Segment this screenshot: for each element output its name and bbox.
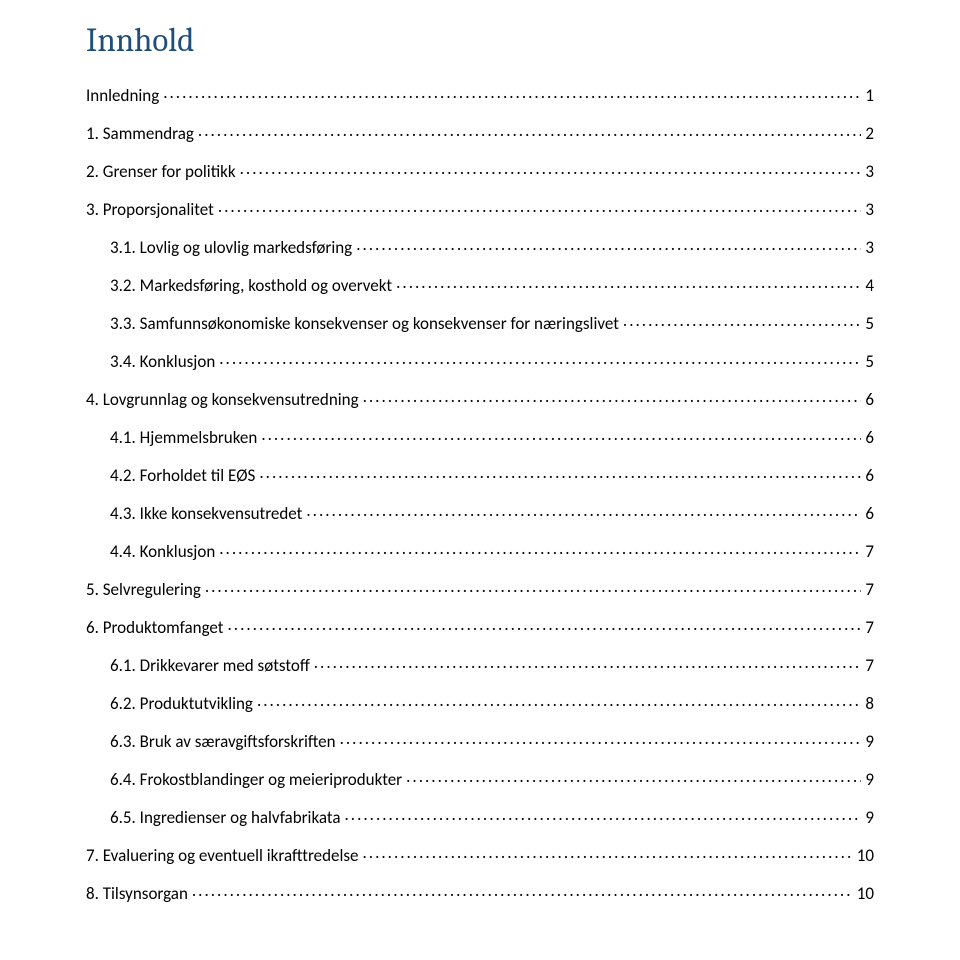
toc-entry-label: 6.1. Drikkevarer med søtstoff (110, 657, 314, 674)
toc-entry-label: 3.3. Samfunnsøkonomiske konsekvenser og … (110, 315, 623, 332)
toc-leader-dots (240, 160, 862, 177)
toc-leader-dots (218, 198, 862, 215)
toc-entry-label: 4.4. Konklusjon (110, 543, 219, 560)
toc-entry-label: 7. Evaluering og eventuell ikrafttredels… (86, 847, 363, 864)
toc-entry-page: 7 (861, 543, 874, 560)
toc-entry: 3.1. Lovlig og ulovlig markedsføring 3 (86, 236, 874, 256)
toc-entry-label: 6. Produktomfanget (86, 619, 228, 636)
toc-entry-label: 3. Proporsjonalitet (86, 201, 218, 218)
toc-entry: 3. Proporsjonalitet 3 (86, 198, 874, 218)
toc-entry-page: 4 (861, 277, 874, 294)
toc-entry-label: 3.2. Markedsføring, kosthold og overvekt (110, 277, 396, 294)
toc-leader-dots (306, 502, 861, 519)
toc-entry-label: 6.4. Frokostblandinger og meieriprodukte… (110, 771, 406, 788)
toc-entry-label: 6.3. Bruk av særavgiftsforskriften (110, 733, 340, 750)
toc-entry-label: 6.5. Ingredienser og halvfabrikata (110, 809, 345, 826)
table-of-contents: Innledning 1 1. Sammendrag 2 2. Grenser for … (86, 84, 874, 902)
toc-entry-page: 7 (861, 657, 874, 674)
toc-title: Innhold (86, 22, 874, 60)
toc-entry-page: 7 (861, 619, 874, 636)
toc-entry: 4.1. Hjemmelsbruken 6 (86, 426, 874, 446)
toc-leader-dots (205, 578, 862, 595)
toc-entry-label: 6.2. Produktutvikling (110, 695, 257, 712)
toc-entry: 4.3. Ikke konsekvensutredet 6 (86, 502, 874, 522)
toc-leader-dots (257, 692, 861, 709)
toc-entry: 7. Evaluering og eventuell ikrafttredels… (86, 844, 874, 864)
toc-leader-dots (356, 236, 861, 253)
toc-entry: 6.5. Ingredienser og halvfabrikata 9 (86, 806, 874, 826)
toc-entry-label: 5. Selvregulering (86, 581, 205, 598)
toc-entry-page: 5 (861, 353, 874, 370)
toc-entry-page: 10 (853, 847, 874, 864)
toc-entry: 1. Sammendrag 2 (86, 122, 874, 142)
toc-entry-label: 4.3. Ikke konsekvensutredet (110, 505, 306, 522)
toc-entry-page: 3 (861, 163, 874, 180)
toc-entry-label: Innledning (86, 87, 163, 104)
toc-entry-page: 8 (861, 695, 874, 712)
toc-leader-dots (363, 388, 862, 405)
toc-leader-dots (219, 540, 861, 557)
toc-entry: 6. Produktomfanget 7 (86, 616, 874, 636)
toc-entry: 5. Selvregulering 7 (86, 578, 874, 598)
toc-entry: 3.3. Samfunnsøkonomiske konsekvenser og … (86, 312, 874, 332)
toc-leader-dots (259, 464, 861, 481)
toc-entry: 6.2. Produktutvikling 8 (86, 692, 874, 712)
toc-entry-page: 1 (861, 87, 874, 104)
toc-leader-dots (406, 768, 861, 785)
toc-entry-label: 4.1. Hjemmelsbruken (110, 429, 261, 446)
toc-entry: 6.4. Frokostblandinger og meieriprodukte… (86, 768, 874, 788)
toc-entry-page: 3 (861, 239, 874, 256)
toc-entry-page: 6 (861, 505, 874, 522)
toc-entry-label: 4. Lovgrunnlag og konsekvensutredning (86, 391, 363, 408)
toc-entry: 6.3. Bruk av særavgiftsforskriften 9 (86, 730, 874, 750)
toc-entry-page: 7 (861, 581, 874, 598)
toc-entry-page: 6 (861, 391, 874, 408)
toc-entry-page: 9 (861, 771, 874, 788)
toc-entry-label: 3.1. Lovlig og ulovlig markedsføring (110, 239, 356, 256)
toc-entry-page: 9 (861, 809, 874, 826)
toc-entry-page: 6 (861, 467, 874, 484)
toc-entry-page: 6 (861, 429, 874, 446)
toc-entry-label: 2. Grenser for politikk (86, 163, 240, 180)
toc-leader-dots (198, 122, 861, 139)
toc-entry-page: 3 (861, 201, 874, 218)
toc-entry: 6.1. Drikkevarer med søtstoff 7 (86, 654, 874, 674)
toc-entry-page: 9 (861, 733, 874, 750)
toc-entry-label: 8. Tilsynsorgan (86, 885, 192, 902)
toc-entry: 3.2. Markedsføring, kosthold og overvekt… (86, 274, 874, 294)
toc-leader-dots (345, 806, 862, 823)
toc-entry-page: 10 (853, 885, 874, 902)
toc-leader-dots (314, 654, 862, 671)
toc-entry-label: 4.2. Forholdet til EØS (110, 467, 259, 484)
toc-entry-page: 5 (861, 315, 874, 332)
toc-entry-page: 2 (861, 125, 874, 142)
toc-entry: 4.2. Forholdet til EØS 6 (86, 464, 874, 484)
toc-leader-dots (363, 844, 853, 861)
toc-entry: 3.4. Konklusjon 5 (86, 350, 874, 370)
toc-leader-dots (219, 350, 861, 367)
toc-leader-dots (396, 274, 861, 291)
toc-entry: 8. Tilsynsorgan 10 (86, 882, 874, 902)
toc-leader-dots (340, 730, 862, 747)
toc-entry: 2. Grenser for politikk 3 (86, 160, 874, 180)
toc-leader-dots (228, 616, 862, 633)
toc-leader-dots (192, 882, 853, 899)
toc-entry: 4.4. Konklusjon 7 (86, 540, 874, 560)
document-page: Innhold Innledning 1 1. Sammendrag 2 2. Gren… (0, 0, 960, 960)
toc-entry: 4. Lovgrunnlag og konsekvensutredning 6 (86, 388, 874, 408)
toc-entry: Innledning 1 (86, 84, 874, 104)
toc-leader-dots (163, 84, 861, 101)
toc-leader-dots (261, 426, 861, 443)
toc-leader-dots (623, 312, 861, 329)
toc-entry-label: 3.4. Konklusjon (110, 353, 219, 370)
toc-entry-label: 1. Sammendrag (86, 125, 198, 142)
